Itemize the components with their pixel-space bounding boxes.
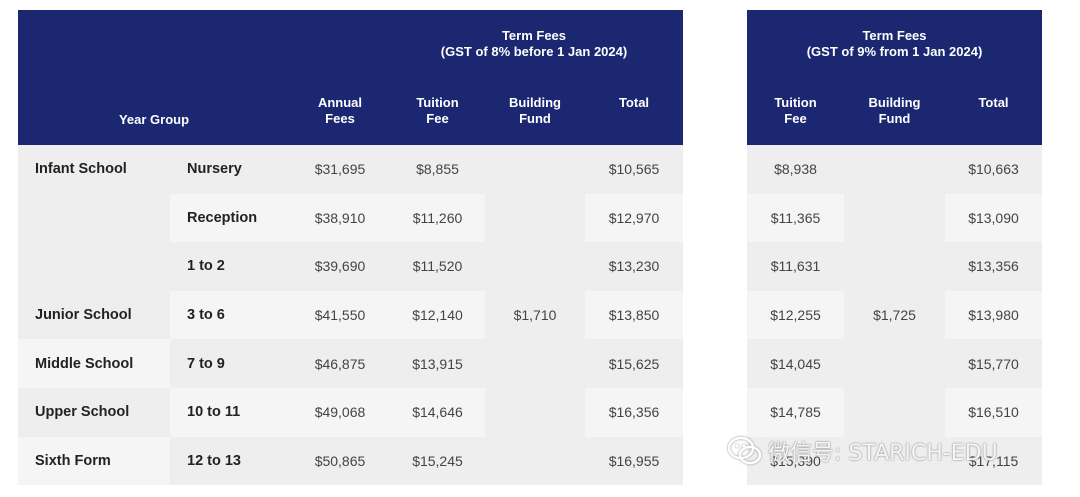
year-group-header: Year Group xyxy=(118,112,190,127)
annual-fees-header: Annual Fees xyxy=(317,95,363,126)
building-fund-cell xyxy=(485,436,585,486)
annual-cell: $41,550 xyxy=(290,290,390,340)
table-row: $8,938 $10,663 xyxy=(747,145,1042,194)
tuition-fee-header: Tuition Fee xyxy=(416,95,459,126)
table-row: $12,255 $1,725 $13,980 xyxy=(747,290,1042,340)
building-fund-cell: $1,725 xyxy=(844,290,945,340)
annual-cell: $39,690 xyxy=(290,242,390,291)
total-cell: $12,970 xyxy=(585,193,683,243)
total-cell: $13,980 xyxy=(945,290,1042,340)
building-fund-cell xyxy=(485,387,585,437)
year-cell: 3 to 6 xyxy=(170,290,290,340)
tuition-cell: $14,785 xyxy=(747,387,844,437)
building-fund-cell xyxy=(485,145,585,194)
total-cell: $13,356 xyxy=(945,242,1042,291)
year-cell: 10 to 11 xyxy=(170,387,290,437)
total-cell: $15,770 xyxy=(945,339,1042,388)
table-body: $8,938 $10,663 $11,365 $13,090 $11,631 $13,35… xyxy=(747,145,1042,486)
table-row: $14,045 $15,770 xyxy=(747,339,1042,388)
table-row: $11,631 $13,356 xyxy=(747,242,1042,291)
table-row: Sixth Form 12 to 13 $50,865 $15,245 $16,955 xyxy=(18,436,683,486)
total-cell: $16,356 xyxy=(585,387,683,437)
annual-cell: $49,068 xyxy=(290,387,390,437)
school-cell: Infant School xyxy=(18,145,170,194)
building-fund-cell xyxy=(844,242,945,291)
table-header: Term Fees (GST of 9% from 1 Jan 2024) Tu… xyxy=(747,10,1042,145)
building-fund-cell: $1,710 xyxy=(485,290,585,340)
tuition-cell: $14,646 xyxy=(390,387,485,437)
year-cell: 7 to 9 xyxy=(170,339,290,388)
building-fund-cell xyxy=(485,242,585,291)
annual-cell: $38,910 xyxy=(290,193,390,243)
tuition-fee-header: Tuition Fee xyxy=(774,95,817,126)
total-cell: $13,090 xyxy=(945,193,1042,243)
tuition-cell: $12,255 xyxy=(747,290,844,340)
table-row: Reception $38,910 $11,260 $12,970 xyxy=(18,193,683,243)
school-cell: Junior School xyxy=(18,290,170,340)
tuition-cell: $11,260 xyxy=(390,193,485,243)
building-fund-header: Building Fund xyxy=(868,95,921,126)
term-fees-header: Term Fees (GST of 8% before 1 Jan 2024) xyxy=(440,28,628,59)
total-cell: $15,625 xyxy=(585,339,683,388)
total-cell: $16,510 xyxy=(945,387,1042,437)
total-cell: $10,663 xyxy=(945,145,1042,194)
term-fees-header: Term Fees (GST of 9% from 1 Jan 2024) xyxy=(806,28,983,59)
total-cell: $10,565 xyxy=(585,145,683,194)
building-fund-cell xyxy=(844,387,945,437)
table-row: 1 to 2 $39,690 $11,520 $13,230 xyxy=(18,242,683,291)
year-cell: Nursery xyxy=(170,145,290,194)
tuition-cell: $13,915 xyxy=(390,339,485,388)
table-row: Upper School 10 to 11 $49,068 $14,646 $16,35… xyxy=(18,387,683,437)
table-row: $11,365 $13,090 xyxy=(747,193,1042,243)
table-row: Junior School 3 to 6 $41,550 $12,140 $1,710 $… xyxy=(18,290,683,340)
year-cell: 1 to 2 xyxy=(170,242,290,291)
tuition-cell: $12,140 xyxy=(390,290,485,340)
total-cell: $13,850 xyxy=(585,290,683,340)
tuition-cell: $15,390 xyxy=(747,436,844,486)
total-header: Total xyxy=(618,95,650,110)
table-body: Infant School Nursery $31,695 $8,855 $10,565… xyxy=(18,145,683,486)
tuition-cell: $11,631 xyxy=(747,242,844,291)
building-fund-cell xyxy=(844,145,945,194)
school-cell xyxy=(18,242,170,291)
school-cell: Upper School xyxy=(18,387,170,437)
building-fund-cell xyxy=(844,436,945,486)
building-fund-cell xyxy=(844,193,945,243)
tuition-cell: $11,365 xyxy=(747,193,844,243)
table-row: Middle School 7 to 9 $46,875 $13,915 $15,625 xyxy=(18,339,683,388)
tuition-cell: $8,938 xyxy=(747,145,844,194)
total-cell: $13,230 xyxy=(585,242,683,291)
table-row: Infant School Nursery $31,695 $8,855 $10,565 xyxy=(18,145,683,194)
building-fund-cell xyxy=(844,339,945,388)
building-fund-cell xyxy=(485,339,585,388)
total-cell: $17,115 xyxy=(945,436,1042,486)
annual-cell: $46,875 xyxy=(290,339,390,388)
total-cell: $16,955 xyxy=(585,436,683,486)
tuition-cell: $8,855 xyxy=(390,145,485,194)
total-header: Total xyxy=(978,95,1009,110)
building-fund-header: Building Fund xyxy=(509,95,561,126)
annual-cell: $50,865 xyxy=(290,436,390,486)
annual-cell: $31,695 xyxy=(290,145,390,194)
fees-table-from-2024: Term Fees (GST of 9% from 1 Jan 2024) Tu… xyxy=(747,10,1042,486)
table-row: $14,785 $16,510 xyxy=(747,387,1042,437)
school-cell xyxy=(18,193,170,243)
tuition-cell: $14,045 xyxy=(747,339,844,388)
school-cell: Middle School xyxy=(18,339,170,388)
table-row: $15,390 $17,115 xyxy=(747,436,1042,486)
year-cell: 12 to 13 xyxy=(170,436,290,486)
building-fund-cell xyxy=(485,193,585,243)
tuition-cell: $15,245 xyxy=(390,436,485,486)
year-cell: Reception xyxy=(170,193,290,243)
table-header: Term Fees (GST of 8% before 1 Jan 2024) … xyxy=(18,10,683,145)
school-cell: Sixth Form xyxy=(18,436,170,486)
tuition-cell: $11,520 xyxy=(390,242,485,291)
fees-table-before-2024: Term Fees (GST of 8% before 1 Jan 2024) … xyxy=(18,10,683,486)
